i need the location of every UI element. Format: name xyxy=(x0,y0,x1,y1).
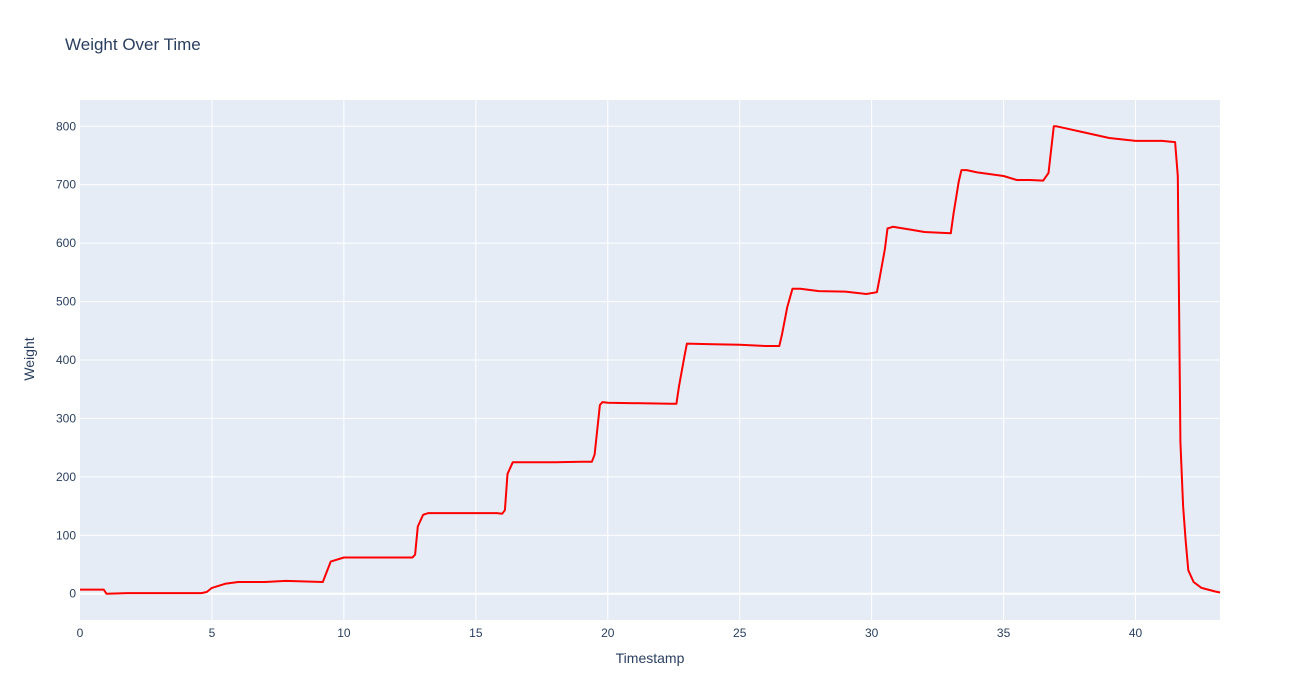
y-axis-title: Weight xyxy=(21,337,37,380)
y-tick-labels: 0 100 200 300 400 500 600 700 800 xyxy=(56,119,76,600)
series-line-0 xyxy=(80,125,1221,595)
x-tick-label: 40 xyxy=(1129,626,1143,640)
y-tick-label: 100 xyxy=(56,528,76,542)
x-axis-title: Timestamp xyxy=(616,650,685,666)
x-tick-label: 30 xyxy=(865,626,879,640)
chart-title: Weight Over Time xyxy=(65,35,201,54)
y-tick-label: 700 xyxy=(56,178,76,192)
y-tick-label: 300 xyxy=(56,411,76,425)
x-tick-labels: 0 5 10 15 20 25 30 35 40 xyxy=(77,626,1143,640)
x-tick-label: 0 xyxy=(77,626,84,640)
x-tick-label: 20 xyxy=(601,626,615,640)
y-tick-label: 500 xyxy=(56,295,76,309)
y-tick-label: 0 xyxy=(69,587,76,601)
series-lines xyxy=(80,125,1221,595)
y-tick-label: 400 xyxy=(56,353,76,367)
x-tick-label: 35 xyxy=(997,626,1011,640)
y-gridlines xyxy=(80,125,1220,595)
y-tick-label: 600 xyxy=(56,236,76,250)
x-tick-label: 25 xyxy=(733,626,747,640)
y-tick-label: 200 xyxy=(56,470,76,484)
x-tick-label: 5 xyxy=(209,626,216,640)
x-tick-label: 15 xyxy=(469,626,483,640)
y-tick-label: 800 xyxy=(56,119,76,133)
x-tick-label: 10 xyxy=(337,626,351,640)
